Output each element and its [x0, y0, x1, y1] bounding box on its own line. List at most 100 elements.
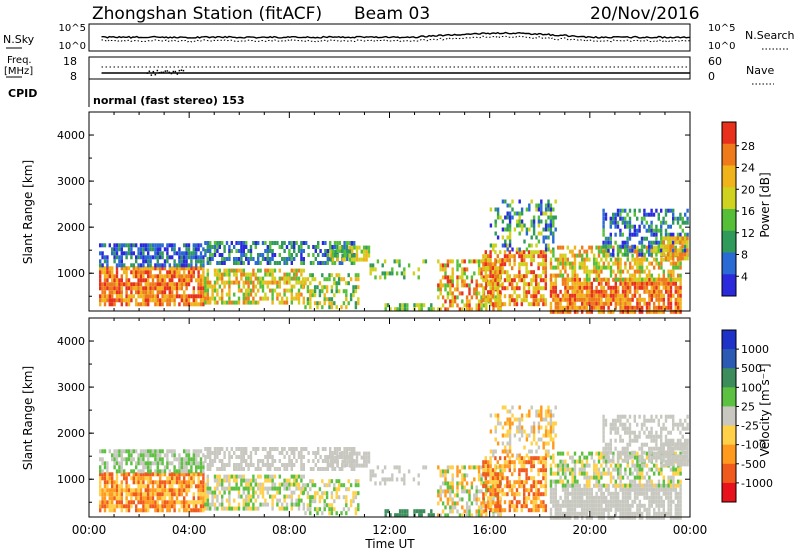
heatmap-cell — [573, 499, 577, 504]
heatmap-cell — [323, 301, 326, 306]
heatmap-cell — [247, 467, 250, 471]
heatmap-cell — [496, 492, 499, 497]
heatmap-cell — [554, 215, 557, 220]
heatmap-cell — [453, 299, 457, 304]
freq-label-line2: [MHz] — [4, 66, 33, 77]
heatmap-cell — [595, 289, 598, 294]
heatmap-cell — [477, 505, 481, 510]
heatmap-cell — [334, 253, 337, 258]
heatmap-cell — [349, 499, 353, 504]
heatmap-cell — [163, 480, 167, 485]
heatmap-cell — [123, 472, 126, 477]
heatmap-cell — [228, 482, 231, 487]
heatmap-cell — [113, 480, 116, 485]
heatmap-cell — [290, 292, 293, 297]
heatmap-cell — [672, 265, 675, 270]
heatmap-cell — [209, 447, 212, 451]
heatmap-cell — [159, 488, 162, 493]
heatmap-cell — [273, 447, 277, 451]
heatmap-cell — [328, 483, 331, 488]
heatmap-cell — [137, 302, 140, 307]
heatmap-cell — [669, 252, 672, 257]
heatmap-cell — [118, 488, 121, 493]
heatmap-cell — [281, 502, 284, 507]
heatmap-cell — [629, 515, 632, 520]
heatmap-cell — [516, 417, 519, 422]
heatmap-cell — [475, 501, 478, 506]
heatmap-cell — [525, 500, 528, 505]
heatmap-cell — [660, 289, 663, 294]
heatmap-cell — [489, 449, 493, 454]
heatmap-cell — [354, 305, 358, 310]
heatmap-cell — [523, 282, 526, 287]
heatmap-cell — [213, 459, 217, 463]
heatmap-cell — [537, 456, 540, 461]
heatmap-cell — [513, 290, 516, 295]
heatmap-cell — [178, 453, 181, 458]
heatmap-cell — [573, 483, 577, 488]
heatmap-cell — [199, 465, 203, 470]
heatmap-cell — [137, 274, 140, 279]
heatmap-cell — [633, 244, 636, 249]
heatmap-cell — [396, 513, 399, 518]
heatmap-cell — [257, 288, 260, 293]
heatmap-cell — [187, 469, 191, 474]
heatmap-cell — [508, 254, 511, 259]
heatmap-cell — [552, 253, 555, 258]
heatmap-cell — [247, 257, 250, 261]
heatmap-cell — [645, 301, 649, 306]
heatmap-cell — [629, 281, 632, 286]
heatmap-cell — [330, 495, 334, 500]
heatmap-cell — [612, 293, 615, 298]
heatmap-cell — [653, 249, 656, 254]
heatmap-cell — [309, 507, 312, 512]
heatmap-cell — [609, 499, 613, 504]
heatmap-cell — [439, 493, 442, 498]
heatmap-cell — [335, 495, 338, 500]
heatmap-cell — [247, 478, 250, 483]
heatmap-cell — [147, 457, 150, 462]
heatmap-cell — [530, 302, 533, 307]
heatmap-cell — [285, 257, 289, 261]
heatmap-cell — [420, 513, 423, 518]
heatmap-cell — [297, 268, 301, 273]
heatmap-cell — [619, 515, 622, 520]
heatmap-cell — [600, 499, 603, 504]
heatmap-cell — [655, 309, 658, 314]
heatmap-cell — [508, 219, 512, 224]
heatmap-cell — [202, 453, 205, 458]
heatmap-cell — [195, 472, 198, 477]
heatmap-cell — [499, 274, 502, 279]
heatmap-cell — [554, 499, 557, 504]
heatmap-cell — [602, 515, 605, 520]
heatmap-cell — [532, 274, 535, 279]
heatmap-cell — [612, 285, 615, 290]
heatmap-cell — [461, 307, 464, 312]
heatmap-cell — [600, 249, 603, 254]
heatmap-cell — [261, 502, 265, 507]
heatmap-cell — [475, 287, 478, 292]
heatmap-cell — [309, 289, 312, 294]
heatmap-cell — [252, 478, 255, 483]
heatmap-cell — [621, 495, 625, 500]
heatmap-cell — [557, 297, 560, 302]
heatmap-cell — [482, 298, 485, 303]
heatmap-cell — [544, 203, 548, 208]
heatmap-cell — [185, 255, 188, 260]
heatmap-cell — [115, 480, 119, 485]
heatmap-cell — [593, 499, 596, 504]
heatmap-cell — [154, 504, 157, 509]
heatmap-cell — [581, 499, 584, 504]
heatmap-cell — [273, 459, 277, 463]
heatmap-cell — [237, 447, 241, 451]
heatmap-cell — [166, 251, 169, 256]
heatmap-cell — [192, 270, 195, 275]
heatmap-cell — [175, 496, 179, 501]
heatmap-cell — [456, 267, 459, 272]
heatmap-cell — [648, 309, 651, 314]
heatmap-cell — [309, 479, 312, 484]
heatmap-cell — [345, 257, 349, 261]
heatmap-cell — [147, 484, 150, 489]
heatmap-cell — [154, 263, 157, 268]
heatmap-cell — [180, 488, 183, 493]
